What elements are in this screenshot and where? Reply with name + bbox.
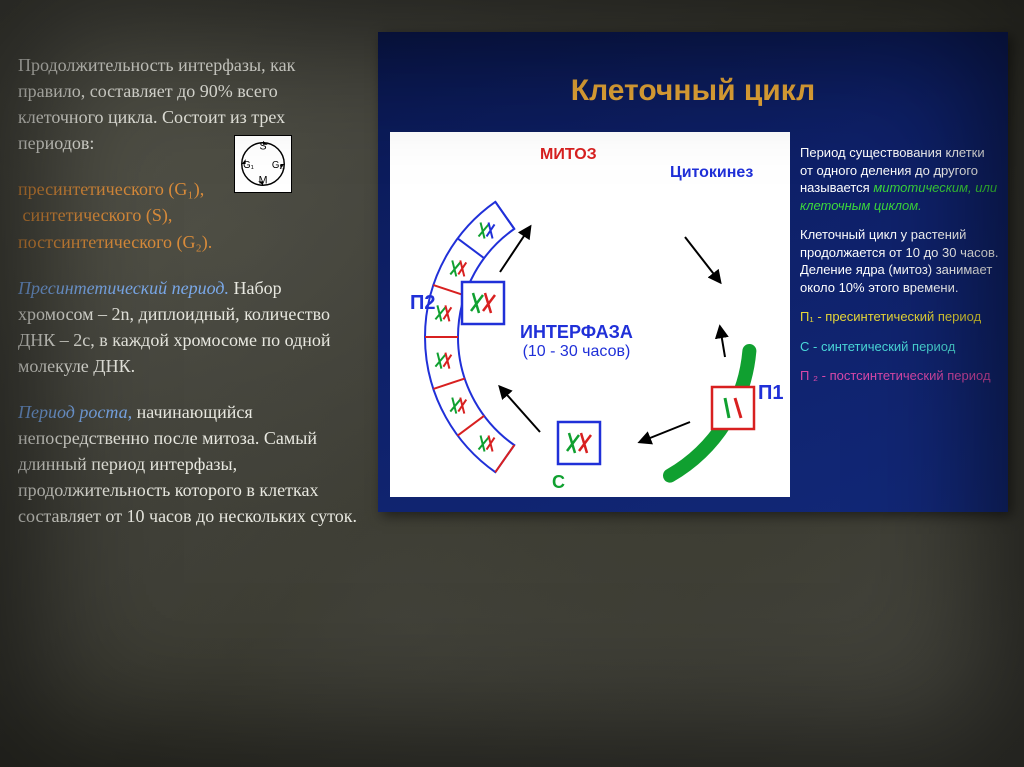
vignette	[0, 0, 1024, 767]
